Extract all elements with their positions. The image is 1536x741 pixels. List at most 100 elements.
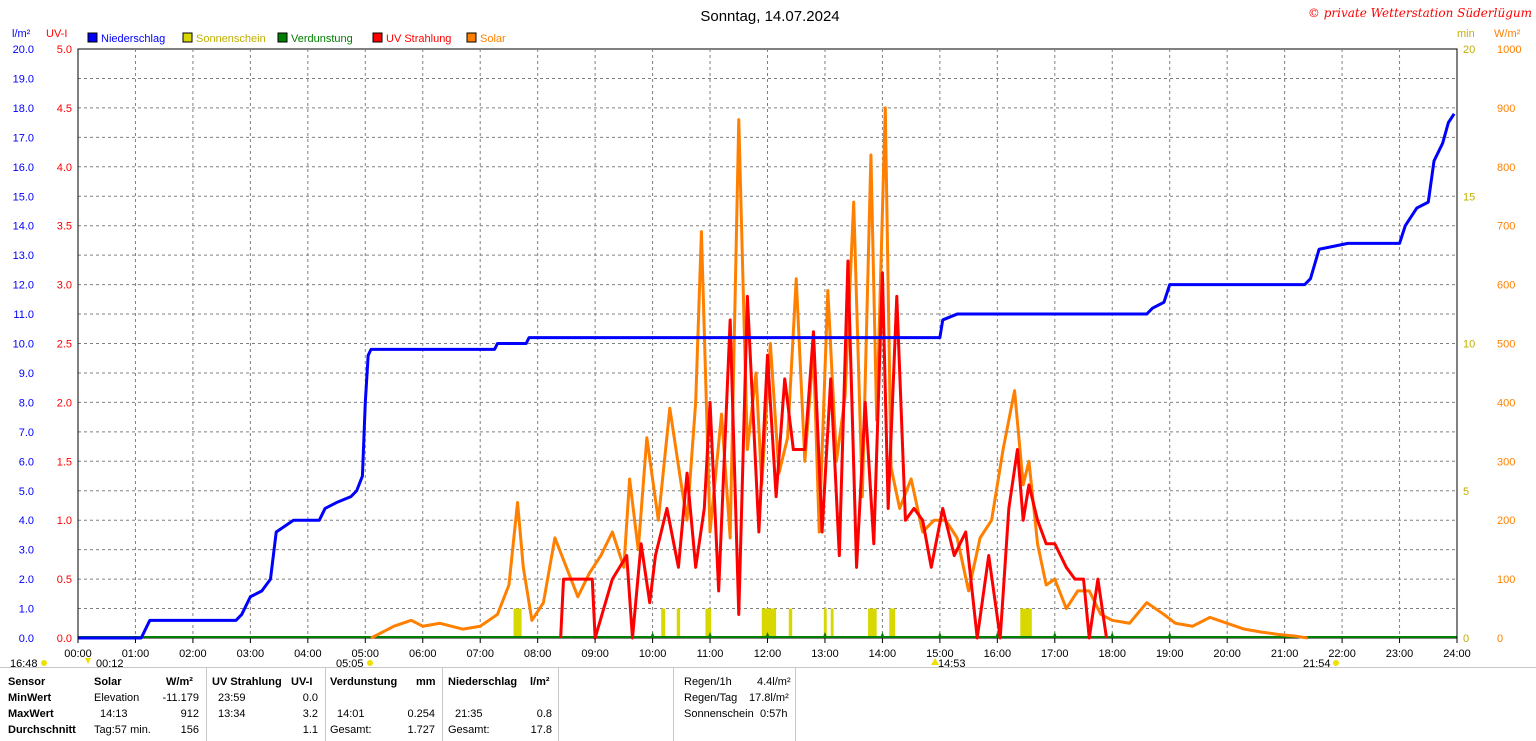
left1-tick-label: 15.0 bbox=[13, 191, 34, 203]
summary-label: Regen/Tag bbox=[684, 692, 738, 704]
x-tick-label: 09:00 bbox=[581, 648, 609, 660]
right2-tick-label: 100 bbox=[1497, 574, 1515, 586]
day-markers: 16:48 00:12 05:05 14:53 21:54 bbox=[10, 658, 1339, 670]
legend-label: UV Strahlung bbox=[386, 33, 451, 45]
x-tick-label: 03:00 bbox=[237, 648, 265, 660]
header-sensor: Sensor bbox=[8, 676, 46, 688]
legend-swatch bbox=[277, 32, 288, 43]
sunset-time: 21:54 bbox=[1303, 658, 1331, 670]
x-tick-label: 16:00 bbox=[984, 648, 1012, 660]
sunrise-icon bbox=[367, 660, 373, 666]
chart-title: Sonntag, 14.07.2024 bbox=[700, 8, 839, 25]
header-verdunstung: Verdunstung bbox=[330, 676, 398, 688]
left1-tick-label: 3.0 bbox=[19, 545, 34, 557]
cell: Gesamt: bbox=[330, 724, 372, 736]
legend-label: Sonnenschein bbox=[196, 33, 266, 45]
sunshine-bars bbox=[513, 608, 1032, 638]
left2-unit: UV-I bbox=[46, 28, 67, 40]
left1-tick-label: 17.0 bbox=[13, 132, 34, 144]
cell: 13:34 bbox=[218, 708, 246, 720]
verdunstung-point bbox=[650, 632, 655, 637]
x-tick-label: 08:00 bbox=[524, 648, 552, 660]
right2-unit: W/m² bbox=[1494, 28, 1521, 40]
right1-tick-label: 5 bbox=[1463, 486, 1469, 498]
left1-tick-label: 7.0 bbox=[19, 427, 34, 439]
legend-label: Solar bbox=[480, 33, 506, 45]
x-tick-label: 02:00 bbox=[179, 648, 207, 660]
summary-value: 17.8l/m² bbox=[749, 692, 789, 704]
x-tick-label: 05:00 bbox=[352, 648, 380, 660]
right1-unit: min bbox=[1457, 28, 1475, 40]
verdunstung-point bbox=[937, 632, 942, 637]
left2-tick-label: 4.0 bbox=[57, 162, 72, 174]
verdunstung-point bbox=[1110, 632, 1115, 637]
row-label: MaxWert bbox=[8, 708, 54, 720]
moonrise-time: 16:48 bbox=[10, 658, 38, 670]
cell: Elevation bbox=[94, 692, 140, 704]
x-tick-label: 18:00 bbox=[1098, 648, 1126, 660]
left1-tick-label: 9.0 bbox=[19, 368, 34, 380]
right2-tick-label: 1000 bbox=[1497, 44, 1521, 56]
left1-tick-label: 14.0 bbox=[13, 221, 34, 233]
right2-tick-label: 300 bbox=[1497, 456, 1515, 468]
sunshine-bar bbox=[889, 608, 896, 638]
x-tick-label: 23:00 bbox=[1386, 648, 1414, 660]
left2-tick-label: 1.5 bbox=[57, 456, 72, 468]
left1-tick-label: 8.0 bbox=[19, 397, 34, 409]
cell: 156 bbox=[180, 724, 199, 736]
left1-tick-label: 13.0 bbox=[13, 250, 34, 262]
sunshine-bar bbox=[661, 608, 666, 638]
x-tick-label: 06:00 bbox=[409, 648, 437, 660]
stats-table: Sensor Solar W/m² UV Strahlung UV-I Verd… bbox=[0, 670, 1536, 741]
grid bbox=[78, 49, 1457, 638]
left1-tick-label: 16.0 bbox=[13, 162, 34, 174]
row-label: MinWert bbox=[8, 692, 52, 704]
verdunstung-point bbox=[1052, 632, 1057, 637]
left2-tick-label: 1.0 bbox=[57, 515, 72, 527]
cell: 0.8 bbox=[536, 708, 552, 720]
left1-tick-label: 19.0 bbox=[13, 73, 34, 85]
copyright-label: © private Wetterstation Süderlügum bbox=[1308, 6, 1532, 20]
series-lines bbox=[78, 106, 1457, 640]
left1-tick-label: 4.0 bbox=[19, 515, 34, 527]
axis-ticks: 00:00 01:00 02:00 03:00 04:00 05:00 06:00 07:00… bbox=[13, 44, 1522, 660]
x-tick-label: 04:00 bbox=[294, 648, 322, 660]
left2-tick-label: 2.5 bbox=[57, 339, 72, 351]
sunshine-bar bbox=[705, 608, 712, 638]
cell: 17.8 bbox=[530, 724, 552, 736]
left1-tick-label: 12.0 bbox=[13, 280, 34, 292]
right1-tick-label: 0 bbox=[1463, 633, 1469, 645]
sunshine-bar bbox=[513, 608, 522, 638]
right2-tick-label: 800 bbox=[1497, 162, 1515, 174]
x-tick-label: 11:00 bbox=[697, 648, 724, 660]
header-solar-unit: W/m² bbox=[166, 676, 193, 688]
verdunstung-point bbox=[822, 632, 827, 637]
right2-tick-label: 900 bbox=[1497, 103, 1515, 115]
right1-tick-label: 20 bbox=[1463, 44, 1475, 56]
right2-tick-label: 200 bbox=[1497, 515, 1515, 527]
left2-tick-label: 3.5 bbox=[57, 221, 72, 233]
right2-tick-label: 0 bbox=[1497, 633, 1503, 645]
row-label: Durchschnitt bbox=[8, 724, 76, 736]
left1-tick-label: 10.0 bbox=[13, 339, 34, 351]
x-tick-label: 24:00 bbox=[1443, 648, 1471, 660]
sunshine-bar bbox=[823, 608, 827, 638]
legend-label: Verdunstung bbox=[291, 33, 353, 45]
table-top-divider bbox=[0, 667, 1536, 668]
legend: Niederschlag Sonnenschein Verdunstung UV St… bbox=[87, 32, 506, 45]
solar-noon-time: 14:53 bbox=[938, 658, 966, 670]
x-tick-label: 15:00 bbox=[926, 648, 954, 660]
header-solar: Solar bbox=[94, 676, 122, 688]
summary-label: Regen/1h bbox=[684, 676, 732, 688]
cell: 23:59 bbox=[218, 692, 246, 704]
cell: 21:35 bbox=[455, 708, 483, 720]
legend-swatch bbox=[372, 32, 383, 43]
sunshine-bar bbox=[761, 608, 777, 638]
left1-tick-label: 18.0 bbox=[13, 103, 34, 115]
solar-series-line bbox=[370, 106, 1308, 640]
left1-tick-label: 1.0 bbox=[19, 604, 34, 616]
niederschlag-series-line bbox=[78, 112, 1456, 640]
x-tick-label: 19:00 bbox=[1156, 648, 1184, 660]
header-niederschlag: Niederschlag bbox=[448, 676, 518, 688]
